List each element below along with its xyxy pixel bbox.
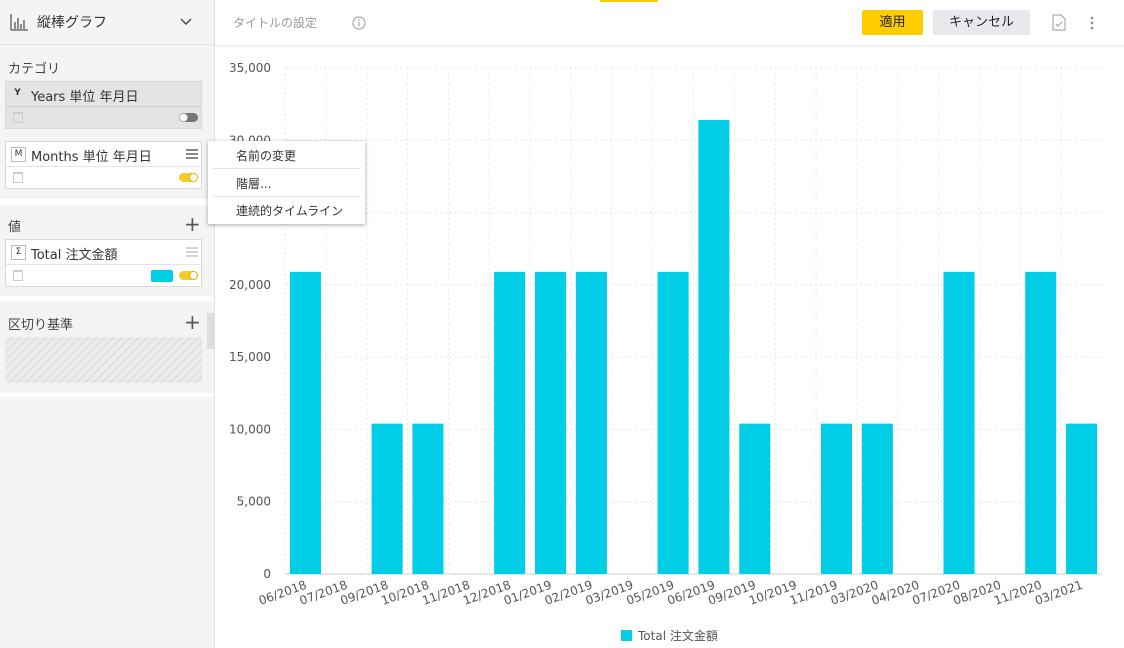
bar [861,423,893,574]
add-button[interactable]: + [184,212,201,236]
bar [494,271,526,574]
field-card[interactable]: Y Years 単位 年月日 [5,81,202,129]
field-badge: Y [14,88,21,98]
separator [6,264,201,265]
legend-swatch [621,630,632,641]
more-icon[interactable] [1089,16,1095,30]
indicator [600,0,658,2]
legend-label: Total 注文金額 [637,628,718,643]
menu-item[interactable]: 連続的タイムライン [236,204,344,218]
header: タイトルの設定 適用 キャンセル [215,0,1124,46]
dropdown-arrow[interactable] [180,18,192,26]
field-label: Years 単位 年月日 [31,90,139,105]
bar [739,423,771,574]
y-tick-label: 35,000 [229,61,271,75]
toggle[interactable] [179,271,198,280]
section-heading: カテゴリ [8,62,61,77]
y-tick-label: 5,000 [237,495,271,509]
menu-item[interactable]: 階層... [236,177,272,191]
info-icon[interactable] [352,16,366,30]
bar [289,271,321,574]
y-tick-label: 15,000 [229,350,271,364]
divider [0,44,214,45]
color-swatch[interactable] [151,270,173,282]
trash-icon[interactable] [13,270,23,281]
y-tick-label: 20,000 [229,278,271,292]
bar [1066,423,1098,574]
title-input[interactable]: タイトルの設定 [233,16,318,30]
bar [698,120,730,574]
bar [371,423,403,574]
field-label: Total 注文金額 [31,248,118,263]
bar [657,271,689,574]
chart-type[interactable]: 縦棒グラフ [37,15,107,31]
x-tick-label: 03/2021 [1033,578,1085,608]
add-button[interactable]: + [184,310,201,334]
separator [213,168,360,169]
menu-item[interactable]: 名前の変更 [236,149,297,163]
field-card[interactable]: Σ Total 注文金額 [5,239,202,287]
bar [1025,271,1057,574]
divider [0,199,214,205]
apply-button[interactable]: 適用 [862,10,923,35]
section-heading: 区切り基準 [8,318,74,333]
separator [6,106,201,107]
menu-icon[interactable] [186,149,198,159]
chart: 05,00010,00015,00020,00025,00030,00035,0… [229,61,1102,643]
y-tick-label: 0 [263,567,271,581]
bar [535,271,567,574]
cancel-button[interactable]: キャンセル [933,10,1030,35]
toggle[interactable] [179,173,198,182]
toggle[interactable] [179,113,198,122]
collapse-handle[interactable] [207,313,215,349]
bar [575,271,607,574]
bar [412,423,444,574]
chart-icon [10,14,28,31]
drop-zone[interactable] [5,337,202,383]
bar [943,271,975,574]
field-badge: M [11,147,26,162]
export-icon[interactable] [1052,14,1066,31]
field-label: Months 単位 年月日 [31,150,152,165]
divider [0,393,214,397]
context-menu: 名前の変更 階層... 連続的タイムライン [208,141,365,224]
divider [0,296,214,302]
trash-icon[interactable] [13,172,23,183]
menu-icon[interactable] [186,247,198,257]
separator [6,166,201,167]
left-panel: 縦棒グラフ カテゴリ Y Years 単位 年月日 M Months 単位 年月… [0,0,215,648]
y-tick-label: 10,000 [229,422,271,436]
field-card[interactable]: M Months 単位 年月日 [5,141,202,189]
field-badge: Σ [11,245,26,260]
bar [820,423,852,574]
section-heading: 値 [8,220,22,235]
trash-icon[interactable] [13,112,23,123]
separator [213,196,360,197]
